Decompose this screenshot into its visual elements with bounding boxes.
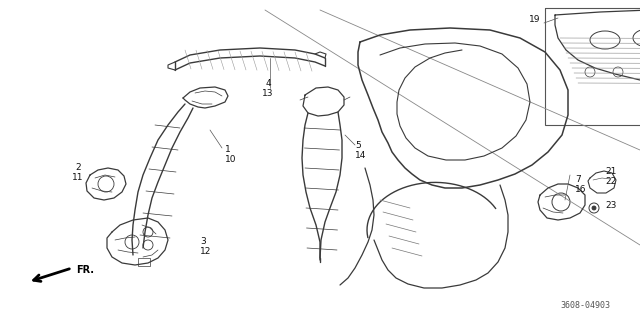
Text: FR.: FR.	[76, 265, 94, 275]
Text: 13: 13	[262, 90, 274, 99]
Text: 16: 16	[575, 186, 586, 195]
Text: 1: 1	[225, 145, 231, 154]
Text: 23: 23	[605, 201, 616, 210]
Text: 22: 22	[605, 177, 616, 187]
Text: 19: 19	[529, 16, 540, 25]
Text: 3608-04903: 3608-04903	[560, 300, 610, 309]
Text: 11: 11	[72, 174, 84, 182]
Text: 5: 5	[355, 140, 361, 150]
Text: 7: 7	[575, 175, 580, 184]
Text: 2: 2	[75, 164, 81, 173]
Text: 21: 21	[605, 167, 616, 176]
Text: 10: 10	[225, 155, 237, 165]
Text: 12: 12	[200, 248, 211, 256]
Text: 3: 3	[200, 238, 205, 247]
Circle shape	[592, 206, 596, 210]
Text: 4: 4	[265, 79, 271, 88]
Text: 14: 14	[355, 151, 366, 160]
